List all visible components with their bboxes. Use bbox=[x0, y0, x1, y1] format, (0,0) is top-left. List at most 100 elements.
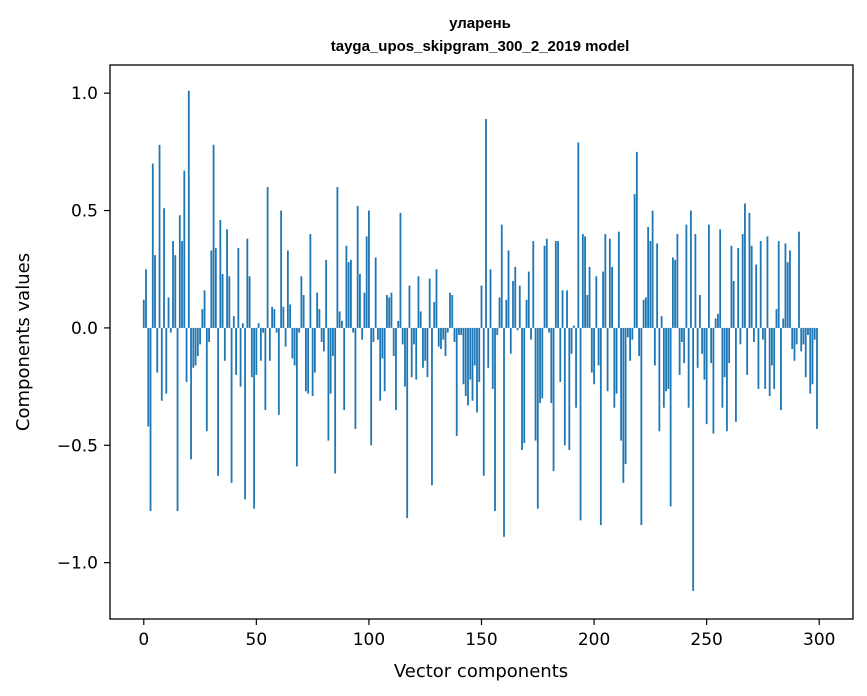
bar-219 bbox=[635, 151, 638, 328]
bar-158 bbox=[498, 297, 501, 328]
bar-242 bbox=[687, 327, 690, 408]
bar-145 bbox=[469, 327, 472, 380]
bar-151 bbox=[482, 327, 485, 476]
bar-131 bbox=[437, 327, 440, 347]
bar-193 bbox=[577, 142, 580, 328]
bar-121 bbox=[415, 327, 418, 380]
bar-120 bbox=[413, 327, 415, 345]
bar-282 bbox=[777, 241, 780, 328]
bar-286 bbox=[786, 262, 789, 328]
bar-164 bbox=[512, 280, 514, 328]
bar-227 bbox=[653, 327, 656, 366]
bar-46 bbox=[246, 238, 249, 328]
bar-254 bbox=[714, 318, 717, 328]
bar-87 bbox=[338, 311, 341, 328]
bar-258 bbox=[723, 327, 726, 378]
bar-263 bbox=[735, 327, 737, 422]
bar-291 bbox=[798, 231, 800, 328]
bar-1 bbox=[145, 269, 147, 328]
bar-73 bbox=[307, 327, 310, 394]
bar-172 bbox=[530, 327, 532, 340]
bar-186 bbox=[561, 290, 564, 328]
bar-9 bbox=[163, 208, 165, 328]
bar-194 bbox=[579, 327, 582, 521]
bar-2 bbox=[147, 327, 150, 427]
bar-284 bbox=[782, 318, 785, 328]
bar-295 bbox=[807, 327, 809, 335]
bar-3 bbox=[149, 327, 152, 512]
bar-124 bbox=[422, 327, 424, 368]
bar-111 bbox=[392, 327, 395, 357]
bars-group bbox=[142, 90, 818, 591]
bar-54 bbox=[264, 327, 267, 411]
bar-52 bbox=[259, 327, 262, 361]
bar-255 bbox=[717, 313, 719, 328]
bar-34 bbox=[219, 219, 222, 328]
bar-243 bbox=[689, 210, 692, 328]
bar-23 bbox=[194, 327, 197, 366]
bar-130 bbox=[435, 269, 438, 328]
bar-144 bbox=[467, 327, 469, 406]
bar-44 bbox=[241, 323, 244, 328]
bar-249 bbox=[703, 327, 706, 380]
chart-title: уларень bbox=[449, 15, 511, 32]
bar-185 bbox=[559, 327, 562, 382]
bar-215 bbox=[626, 327, 629, 338]
bar-187 bbox=[563, 327, 566, 446]
bar-203 bbox=[599, 327, 602, 526]
bar-298 bbox=[813, 327, 816, 340]
bar-127 bbox=[428, 278, 431, 328]
bar-123 bbox=[419, 311, 422, 328]
bar-154 bbox=[489, 269, 492, 328]
bar-78 bbox=[318, 309, 321, 328]
bar-262 bbox=[732, 280, 735, 328]
bar-6 bbox=[156, 327, 159, 373]
bar-191 bbox=[572, 325, 575, 328]
bar-268 bbox=[746, 327, 749, 375]
bar-273 bbox=[757, 327, 760, 389]
bar-117 bbox=[406, 327, 409, 519]
bar-7 bbox=[158, 144, 161, 328]
bar-280 bbox=[773, 327, 776, 389]
bar-71 bbox=[302, 295, 305, 328]
bar-190 bbox=[570, 327, 573, 354]
bar-142 bbox=[462, 327, 465, 385]
x-tick-label: 250 bbox=[690, 630, 722, 650]
bar-56 bbox=[268, 327, 271, 361]
bar-195 bbox=[581, 234, 584, 328]
bar-65 bbox=[289, 304, 292, 328]
bar-22 bbox=[192, 327, 195, 368]
bar-41 bbox=[235, 327, 237, 375]
bar-278 bbox=[768, 327, 771, 396]
bar-114 bbox=[399, 212, 402, 328]
bar-42 bbox=[237, 248, 240, 328]
bar-118 bbox=[408, 285, 411, 328]
bar-247 bbox=[699, 295, 701, 328]
bar-252 bbox=[710, 327, 713, 364]
bar-264 bbox=[737, 248, 740, 328]
bar-181 bbox=[550, 327, 553, 404]
bar-5 bbox=[154, 255, 156, 328]
bar-281 bbox=[775, 309, 778, 328]
bar-11 bbox=[167, 297, 170, 328]
bar-167 bbox=[518, 285, 521, 328]
bar-174 bbox=[534, 327, 537, 441]
bar-257 bbox=[721, 327, 724, 408]
bar-198 bbox=[588, 266, 591, 328]
bar-85 bbox=[334, 327, 337, 474]
bar-97 bbox=[361, 327, 364, 340]
bar-238 bbox=[678, 327, 681, 375]
bar-206 bbox=[606, 327, 609, 392]
bar-232 bbox=[665, 327, 668, 392]
x-tick-label: 50 bbox=[246, 630, 268, 650]
y-tick-label: −0.5 bbox=[57, 436, 98, 456]
bar-95 bbox=[356, 205, 359, 328]
bar-64 bbox=[286, 250, 289, 328]
bar-279 bbox=[771, 327, 773, 366]
bar-222 bbox=[642, 299, 645, 328]
bar-0 bbox=[142, 299, 145, 328]
bar-26 bbox=[201, 309, 204, 328]
bar-293 bbox=[802, 327, 805, 345]
bar-240 bbox=[683, 327, 686, 364]
bar-139 bbox=[455, 327, 458, 436]
